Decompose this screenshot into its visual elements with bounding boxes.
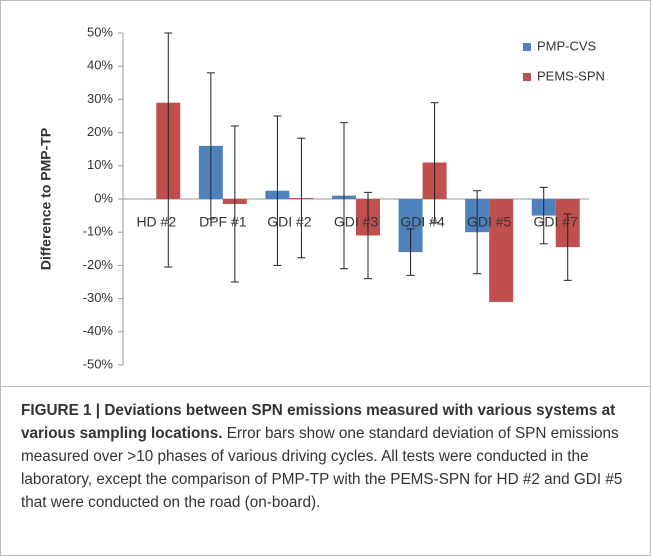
error-bar <box>206 72 215 220</box>
y-tick-label: -10% <box>83 224 114 239</box>
error-bar <box>164 32 173 268</box>
x-tick-label: GDI #4 <box>400 214 445 230</box>
y-tick-label: 0% <box>94 190 113 205</box>
error-bar <box>273 115 282 266</box>
caption-text: Error bars show one standard deviation o… <box>21 425 623 511</box>
x-tick-label: GDI #3 <box>334 214 379 230</box>
divider <box>1 386 650 387</box>
x-tick-label: GDI #7 <box>534 214 579 230</box>
y-tick-label: -20% <box>83 257 114 272</box>
chart: Difference to PMP-TP -50% -40% -30% -20% -10… <box>38 24 605 371</box>
caption-label: FIGURE 1 | Deviations between SPN emissi… <box>21 402 616 442</box>
x-tick-label: GDI #5 <box>467 214 512 230</box>
y-axis-label: Difference to PMP-TP <box>38 128 54 270</box>
y-tick-label: 30% <box>87 91 113 106</box>
legend-label: PMP-CVS <box>537 38 597 53</box>
error-bar <box>430 102 439 223</box>
y-tick-label: -50% <box>83 356 114 371</box>
x-tick-label: GDI #2 <box>267 214 312 230</box>
legend-label: PEMS-SPN <box>537 68 605 83</box>
error-bar <box>230 125 239 283</box>
error-bar <box>406 228 415 276</box>
y-tick-label: 10% <box>87 157 113 172</box>
y-tick-label: -30% <box>83 290 114 305</box>
error-bar <box>539 186 548 245</box>
y-tick-label: 50% <box>87 24 113 39</box>
error-bar <box>473 190 482 275</box>
error-bar <box>340 122 348 270</box>
bar <box>489 199 514 302</box>
y-tick-label: 40% <box>87 58 113 73</box>
y-tick-label: -40% <box>83 323 114 338</box>
legend-swatch <box>523 43 531 51</box>
error-bar <box>297 137 306 259</box>
y-tick-label: 20% <box>87 124 113 139</box>
caption: FIGURE 1 | Deviations between SPN emissi… <box>21 399 633 514</box>
error-bar <box>364 191 372 280</box>
error-bar <box>563 213 572 281</box>
legend-swatch <box>523 73 531 81</box>
x-tick-label: DPF #1 <box>199 214 247 230</box>
x-tick-label: HD #2 <box>136 214 176 230</box>
